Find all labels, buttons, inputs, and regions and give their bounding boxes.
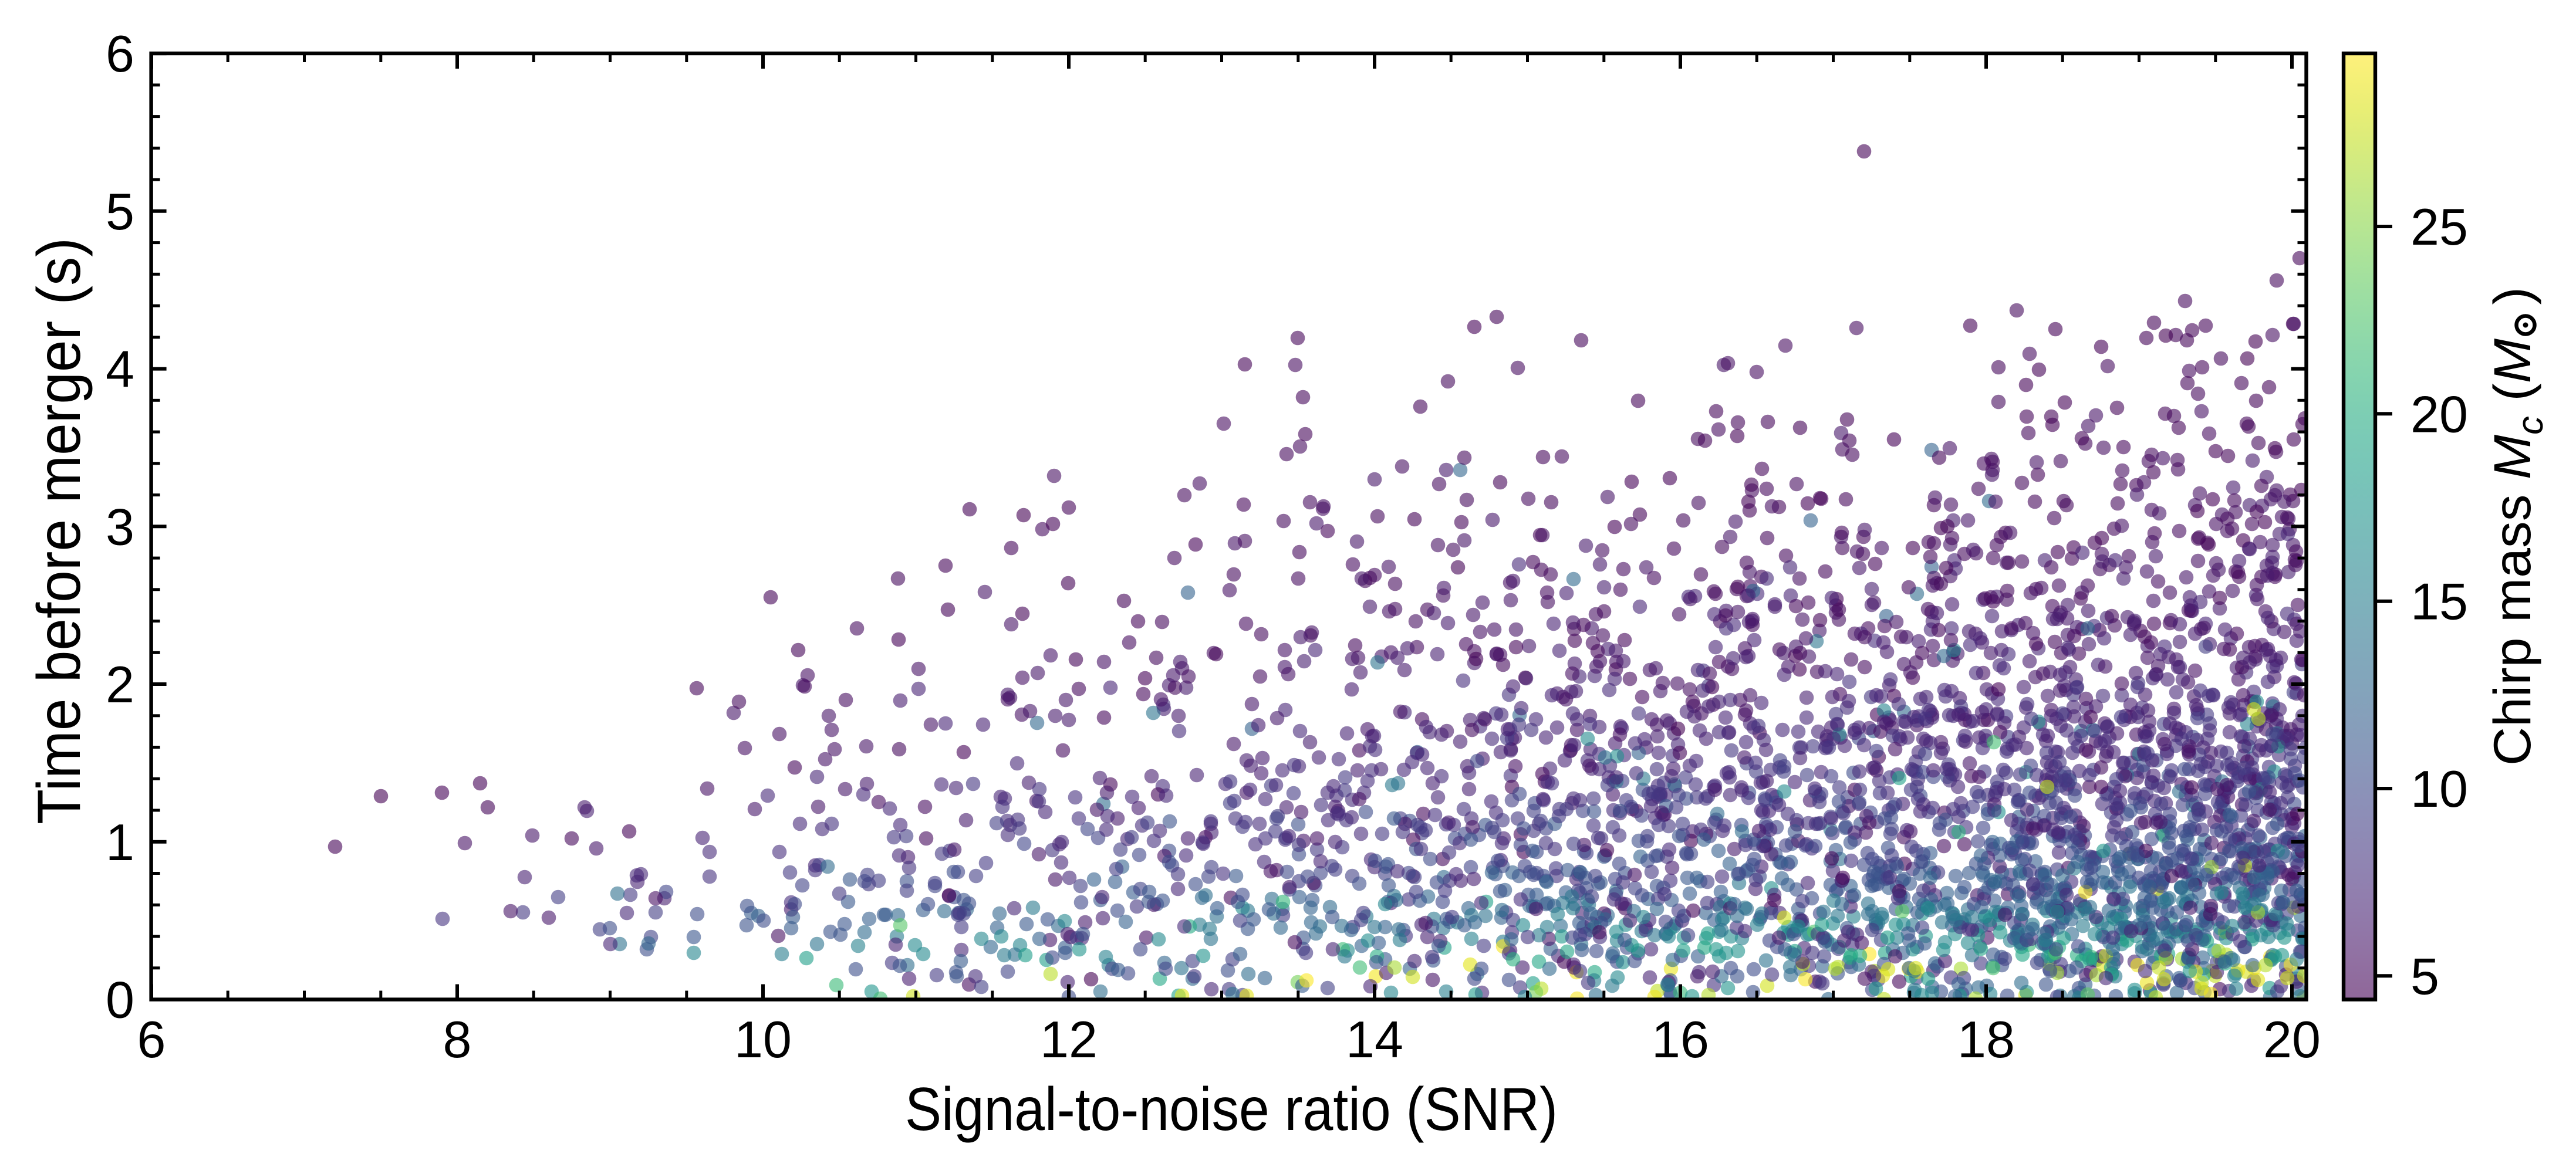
svg-text:10: 10 [734, 1010, 792, 1068]
svg-text:2: 2 [106, 655, 134, 713]
svg-text:4: 4 [106, 340, 134, 398]
svg-text:6: 6 [137, 1010, 166, 1068]
svg-text:20: 20 [2263, 1010, 2321, 1068]
svg-text:12: 12 [1040, 1010, 1098, 1068]
svg-text:5: 5 [2410, 947, 2439, 1005]
svg-text:6: 6 [106, 25, 134, 83]
svg-text:16: 16 [1652, 1010, 1709, 1068]
svg-text:15: 15 [2410, 573, 2468, 631]
svg-text:5: 5 [106, 182, 134, 241]
svg-text:14: 14 [1346, 1010, 1403, 1068]
svg-text:Signal-to-noise ratio (SNR): Signal-to-noise ratio (SNR) [905, 1075, 1558, 1144]
svg-text:0: 0 [106, 971, 134, 1029]
svg-text:1: 1 [106, 813, 134, 871]
svg-text:25: 25 [2410, 198, 2468, 256]
svg-text:18: 18 [1957, 1010, 2015, 1068]
svg-text:3: 3 [106, 498, 134, 556]
svg-text:8: 8 [443, 1010, 472, 1068]
svg-text:10: 10 [2410, 760, 2468, 818]
svg-text:20: 20 [2410, 385, 2468, 443]
svg-text:Time before merger (s): Time before merger (s) [25, 238, 93, 824]
svg-text:Chirp mass Mc (M): Chirp mass Mc (M) [2483, 287, 2551, 766]
